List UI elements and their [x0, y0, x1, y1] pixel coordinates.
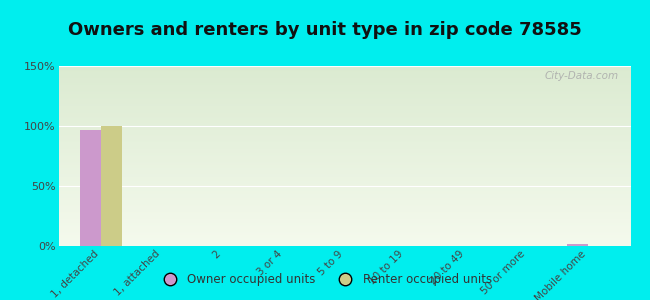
Bar: [101, 126, 122, 246]
Text: City-Data.com: City-Data.com: [545, 71, 619, 81]
Legend: Owner occupied units, Renter occupied units: Owner occupied units, Renter occupied un…: [153, 269, 497, 291]
Text: Owners and renters by unit type in zip code 78585: Owners and renters by unit type in zip c…: [68, 21, 582, 39]
Bar: [567, 244, 588, 246]
Bar: [80, 130, 101, 246]
